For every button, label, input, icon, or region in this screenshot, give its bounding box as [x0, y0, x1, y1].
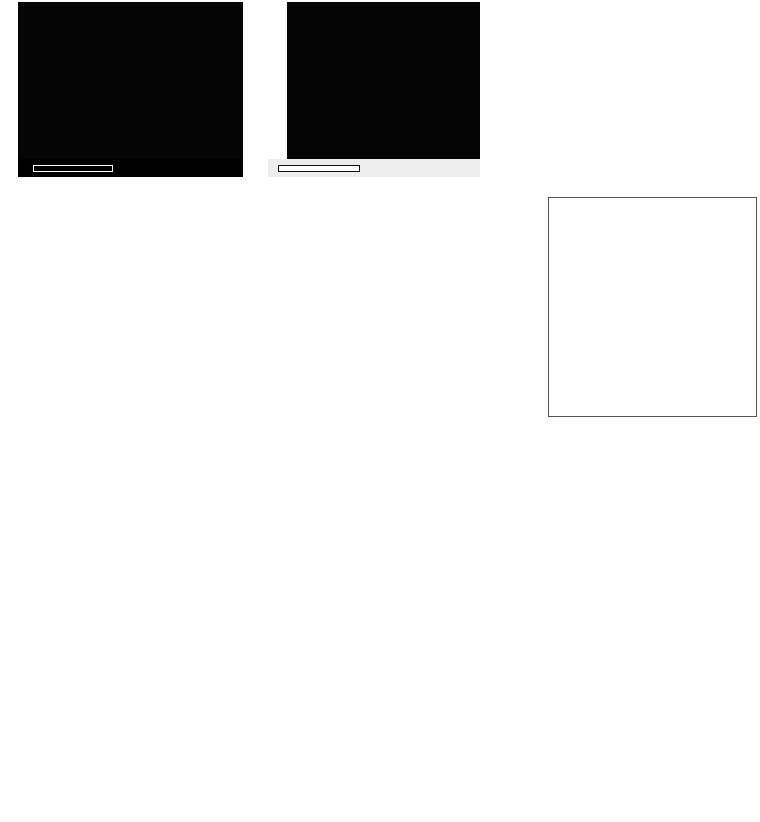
panel-j-tem-image [548, 197, 757, 417]
scale-bar [278, 164, 360, 172]
results-table [515, 436, 757, 538]
panel-b-scalebar [268, 159, 480, 177]
panel-a-scalebar [18, 159, 243, 177]
panel-a-eds-map [18, 2, 243, 159]
panel-b-colorbar [268, 2, 284, 158]
panel-b-eds-map [287, 2, 480, 159]
scale-bar [33, 164, 113, 172]
